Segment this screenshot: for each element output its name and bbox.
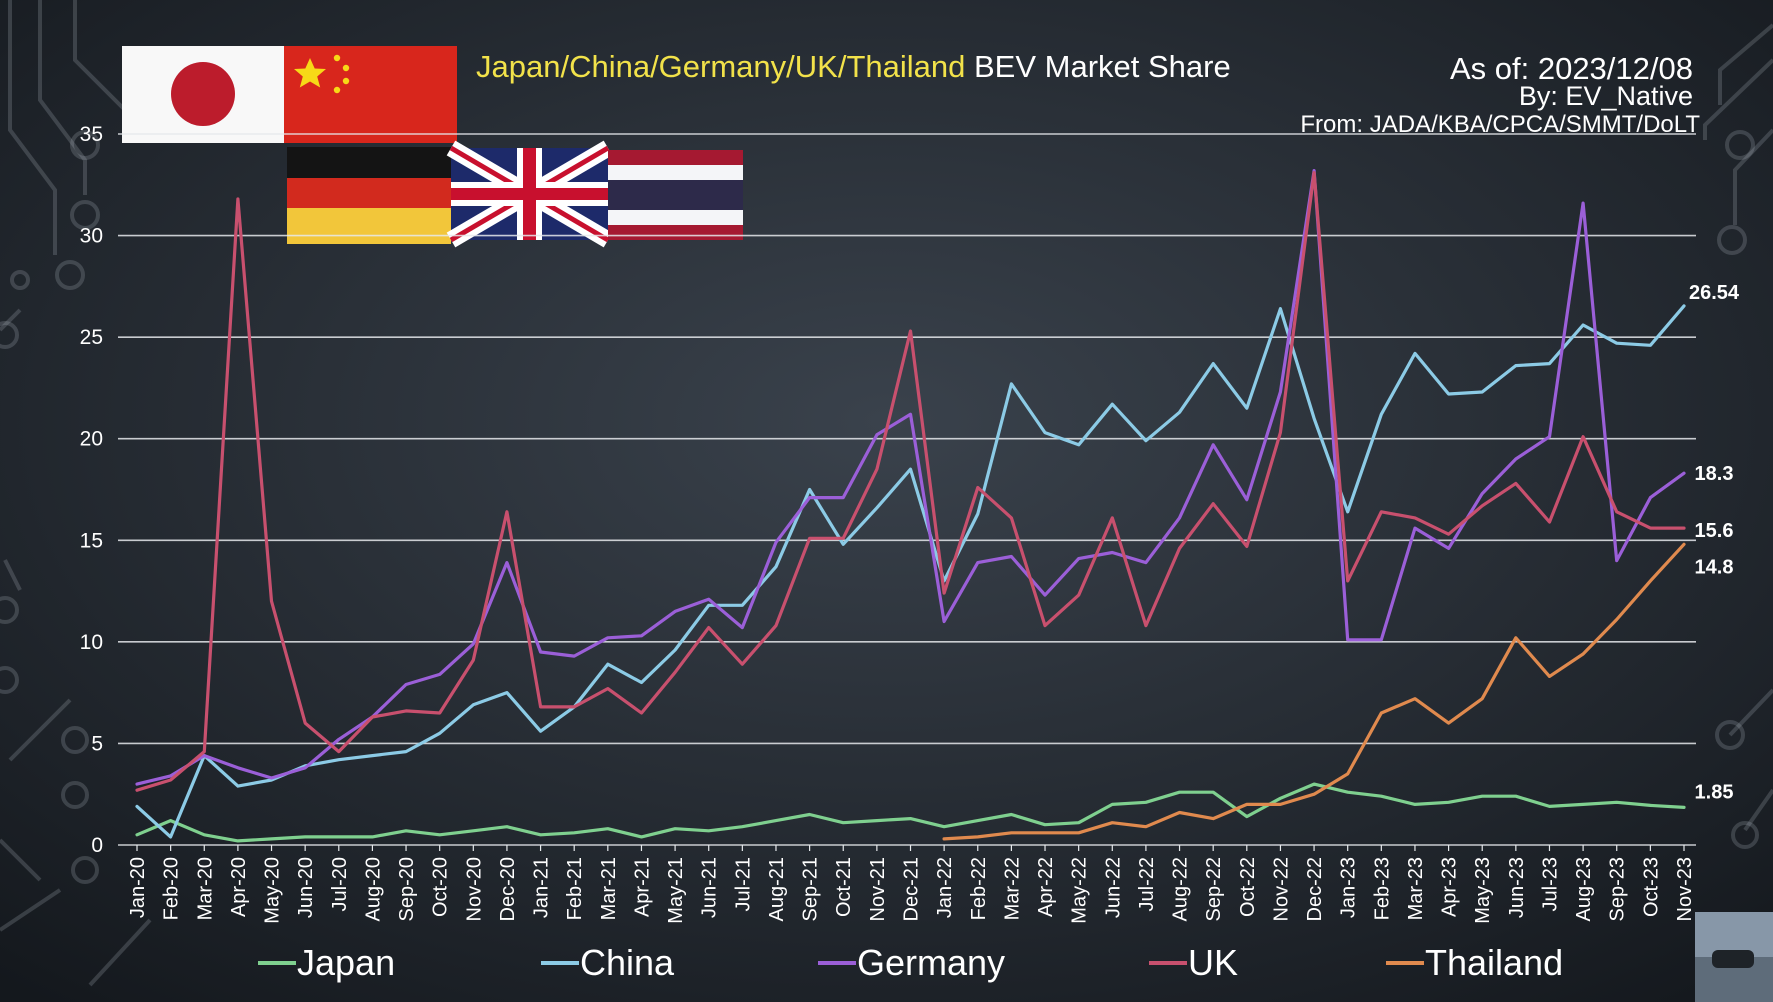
series-line-uk xyxy=(135,171,1686,792)
x-tick-label: May-20 xyxy=(262,857,284,924)
legend-label-japan: Japan xyxy=(297,942,395,983)
video-thumbnail xyxy=(1695,912,1773,1002)
germany-flag xyxy=(287,147,451,244)
legend-label-germany: Germany xyxy=(857,942,1005,983)
x-tick-label: Aug-20 xyxy=(362,857,384,922)
title-countries: Japan/China/Germany/UK/Thailand xyxy=(476,49,965,84)
series-line-japan xyxy=(135,782,1686,843)
legend-label-thailand: Thailand xyxy=(1425,942,1563,983)
x-tick-label: Aug-21 xyxy=(766,857,788,922)
x-tick-label: Jan-22 xyxy=(934,857,956,918)
legend-label-uk: UK xyxy=(1188,942,1238,983)
x-tick-label: Nov-20 xyxy=(463,857,485,921)
x-tick-label: Jul-20 xyxy=(329,857,351,911)
x-tick-label: Apr-22 xyxy=(1035,857,1057,917)
end-label-thailand: 14.8 xyxy=(1695,556,1734,578)
series-line-china xyxy=(135,304,1686,839)
x-tick-label: Oct-21 xyxy=(833,857,855,917)
end-label-uk: 15.6 xyxy=(1695,520,1734,542)
x-tick-label: May-23 xyxy=(1472,857,1494,924)
thailand-flag xyxy=(608,150,743,240)
x-tick-label: Apr-21 xyxy=(631,857,653,917)
x-tick-label: Feb-20 xyxy=(161,857,183,920)
x-tick-label: Sep-20 xyxy=(396,857,418,922)
y-tick-label: 30 xyxy=(80,225,103,248)
x-tick-label: Mar-21 xyxy=(598,857,620,920)
x-tick-label: Dec-21 xyxy=(901,857,923,921)
x-tick-label: Jul-21 xyxy=(732,857,754,911)
x-tick-label: Sep-23 xyxy=(1607,857,1629,922)
x-tick-label: Jan-20 xyxy=(127,857,149,918)
x-tick-label: Dec-20 xyxy=(497,857,519,921)
y-tick-label: 35 xyxy=(80,123,103,146)
x-tick-label: Feb-23 xyxy=(1371,857,1393,920)
y-tick-label: 15 xyxy=(80,529,103,552)
y-tick-label: 25 xyxy=(80,326,103,349)
author-label: By: EV_Native xyxy=(1519,81,1693,111)
x-tick-label: Jul-22 xyxy=(1136,857,1158,911)
x-tick-label: Sep-22 xyxy=(1203,857,1225,922)
x-tick-label: Dec-22 xyxy=(1304,857,1326,921)
x-tick-label: Jun-23 xyxy=(1506,857,1528,918)
legend-label-china: China xyxy=(580,942,675,983)
x-tick-label: Apr-23 xyxy=(1439,857,1461,917)
x-tick-label: Feb-21 xyxy=(564,857,586,920)
x-tick-label: Feb-22 xyxy=(968,857,990,920)
x-tick-label: Jun-20 xyxy=(295,857,317,918)
x-tick-label: Jun-21 xyxy=(699,857,721,918)
x-tick-label: Oct-23 xyxy=(1640,857,1662,917)
y-tick-label: 20 xyxy=(80,428,103,451)
end-label-china: 26.54 xyxy=(1689,282,1740,304)
x-tick-label: Jun-22 xyxy=(1102,857,1124,918)
china-flag xyxy=(284,46,457,143)
x-tick-label: May-21 xyxy=(665,857,687,924)
y-axis: 0 5 10 15 20 25 30 35 xyxy=(80,123,103,857)
x-tick-label: Jan-23 xyxy=(1338,857,1360,918)
x-tick-label: Sep-21 xyxy=(800,857,822,922)
chart-title: Japan/China/Germany/UK/Thailand BEV Mark… xyxy=(476,49,1231,84)
x-tick-label: Mar-23 xyxy=(1405,857,1427,920)
x-tick-label: Mar-22 xyxy=(1001,857,1023,920)
x-tick-label: Nov-22 xyxy=(1270,857,1292,921)
end-label-germany: 18.3 xyxy=(1695,463,1734,485)
y-tick-label: 10 xyxy=(80,631,103,654)
uk-flag xyxy=(446,140,613,248)
series-lines xyxy=(135,169,1686,843)
gridlines xyxy=(118,133,1696,846)
as-of-label: As of: 2023/12/08 xyxy=(1450,51,1693,86)
x-tick-label: Jan-21 xyxy=(531,857,553,918)
x-tick-label: Aug-22 xyxy=(1170,857,1192,922)
x-tick-label: May-22 xyxy=(1069,857,1091,924)
japan-flag xyxy=(122,46,284,143)
x-tick-label: Oct-22 xyxy=(1237,857,1259,917)
y-tick-label: 0 xyxy=(91,834,103,857)
x-axis: Jan-20 Feb-20 Mar-20 Apr-20 May-20 Jun-20 Jul-… xyxy=(127,845,1696,924)
legend: Japan China Germany UK Thailand xyxy=(258,942,1563,983)
series-line-germany xyxy=(135,169,1686,786)
end-labels: 26.54 18.3 15.6 14.8 1.85 xyxy=(1689,282,1740,804)
x-tick-label: Oct-20 xyxy=(430,857,452,917)
y-tick-label: 5 xyxy=(91,732,103,755)
x-tick-label: Jul-23 xyxy=(1539,857,1561,911)
x-tick-label: Apr-20 xyxy=(228,857,250,917)
end-label-japan: 1.85 xyxy=(1695,781,1734,803)
x-tick-label: Nov-23 xyxy=(1674,857,1696,921)
series-line-thailand xyxy=(942,542,1686,841)
x-tick-label: Aug-23 xyxy=(1573,857,1595,922)
x-tick-label: Nov-21 xyxy=(867,857,889,921)
x-tick-label: Mar-20 xyxy=(194,857,216,920)
title-rest: BEV Market Share xyxy=(965,49,1230,84)
